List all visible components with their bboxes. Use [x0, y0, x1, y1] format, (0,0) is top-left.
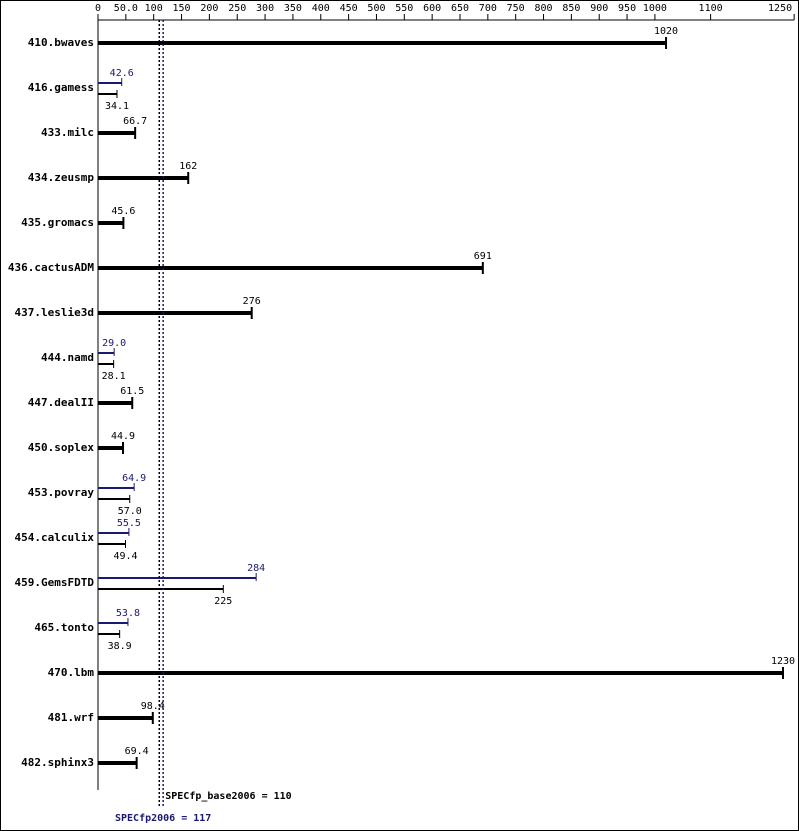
bar: [98, 716, 153, 720]
value-label: 28.1: [102, 371, 126, 382]
bar: [98, 311, 252, 315]
value-label: 29.0: [102, 338, 126, 349]
category-label: 482.sphinx3: [21, 756, 94, 769]
bar: [98, 401, 133, 405]
bar: [98, 176, 189, 180]
value-label: 66.7: [123, 116, 147, 127]
x-tick-label: 0: [95, 3, 101, 14]
x-tick-label: 1250: [768, 3, 792, 14]
value-label: 284: [247, 563, 265, 574]
x-tick-label: 1100: [699, 3, 723, 14]
category-label: 435.gromacs: [21, 216, 94, 229]
x-tick-label: 800: [534, 3, 552, 14]
category-label: 453.povray: [28, 486, 95, 499]
category-label: 465.tonto: [34, 621, 94, 634]
x-tick-label: 850: [562, 3, 580, 14]
bar: [98, 532, 129, 534]
reference-label: SPECfp2006 = 117: [115, 813, 211, 824]
category-label: 410.bwaves: [28, 36, 94, 49]
bar: [98, 446, 124, 450]
category-label: 459.GemsFDTD: [15, 576, 95, 589]
category-label: 434.zeusmp: [28, 171, 95, 184]
x-tick-label: 650: [451, 3, 469, 14]
value-label: 162: [179, 161, 197, 172]
x-tick-label: 1000: [643, 3, 667, 14]
category-label: 433.milc: [41, 126, 94, 139]
category-label: 454.calculix: [15, 531, 95, 544]
value-label: 42.6: [110, 68, 134, 79]
category-label: 437.leslie3d: [15, 306, 94, 319]
bar: [98, 761, 137, 765]
bar: [98, 633, 120, 635]
value-label: 1020: [654, 26, 678, 37]
value-label: 55.5: [117, 518, 141, 529]
x-tick-label: 450: [340, 3, 358, 14]
value-label: 53.8: [116, 608, 140, 619]
x-tick-label: 350: [284, 3, 302, 14]
x-tick-label: 250: [228, 3, 246, 14]
value-label: 98.4: [141, 701, 165, 712]
category-label: 481.wrf: [48, 711, 94, 724]
x-tick-label: 900: [590, 3, 608, 14]
bar: [98, 577, 257, 579]
x-tick-label: 700: [479, 3, 497, 14]
value-label: 44.9: [111, 431, 135, 442]
x-tick-label: 600: [423, 3, 441, 14]
bar: [98, 498, 130, 500]
bar: [98, 487, 135, 489]
x-tick-label: 750: [507, 3, 525, 14]
category-label: 436.cactusADM: [8, 261, 94, 274]
x-tick-label: 200: [200, 3, 218, 14]
category-label: 450.soplex: [28, 441, 95, 454]
bar: [98, 221, 124, 225]
reference-label: SPECfp_base2006 = 110: [165, 791, 291, 802]
value-label: 225: [214, 596, 232, 607]
bar: [98, 266, 483, 270]
bar: [98, 671, 783, 675]
x-tick-label: 300: [256, 3, 274, 14]
value-label: 34.1: [105, 101, 129, 112]
x-tick-label: 100: [145, 3, 163, 14]
value-label: 69.4: [125, 746, 149, 757]
value-label: 64.9: [122, 473, 146, 484]
x-tick-label: 150: [173, 3, 191, 14]
value-label: 276: [243, 296, 261, 307]
category-label: 416.gamess: [28, 81, 94, 94]
value-label: 691: [474, 251, 492, 262]
category-label: 444.namd: [41, 351, 94, 364]
value-label: 57.0: [118, 506, 142, 517]
value-label: 38.9: [108, 641, 132, 652]
bar: [98, 41, 667, 45]
x-tick-label: 400: [312, 3, 330, 14]
value-label: 61.5: [120, 386, 144, 397]
x-tick-label: 50.0: [114, 3, 138, 14]
bar: [98, 352, 115, 354]
x-tick-label: 950: [618, 3, 636, 14]
value-label: 49.4: [113, 551, 137, 562]
category-label: 447.dealII: [28, 396, 94, 409]
x-tick-label: 550: [395, 3, 413, 14]
value-label: 45.6: [111, 206, 135, 217]
bar: [98, 93, 117, 95]
value-label: 1230: [771, 656, 795, 667]
bar: [98, 588, 224, 590]
bar: [98, 622, 128, 624]
bar: [98, 543, 126, 545]
bar: [98, 363, 114, 365]
category-label: 470.lbm: [48, 666, 95, 679]
bar: [98, 131, 136, 135]
bar: [98, 82, 122, 84]
x-tick-label: 500: [367, 3, 385, 14]
